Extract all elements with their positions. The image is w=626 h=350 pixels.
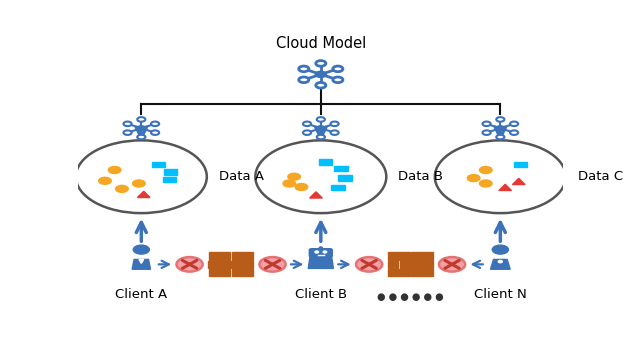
Circle shape — [323, 251, 327, 253]
Polygon shape — [138, 191, 150, 197]
Bar — [422, 261, 433, 268]
Circle shape — [496, 135, 505, 139]
Circle shape — [177, 257, 203, 272]
Circle shape — [116, 186, 128, 192]
Circle shape — [483, 131, 491, 135]
Circle shape — [435, 140, 566, 213]
Circle shape — [510, 131, 518, 135]
Circle shape — [496, 117, 505, 122]
Bar — [163, 177, 177, 182]
Circle shape — [299, 66, 309, 72]
Bar — [232, 252, 254, 260]
Circle shape — [123, 131, 131, 135]
Bar — [400, 261, 421, 268]
Bar — [208, 269, 230, 276]
Circle shape — [331, 121, 339, 126]
Bar — [388, 269, 410, 276]
Circle shape — [468, 175, 480, 182]
Circle shape — [108, 167, 121, 174]
Polygon shape — [139, 259, 144, 263]
Polygon shape — [132, 259, 150, 269]
Circle shape — [133, 245, 150, 254]
Text: Client N: Client N — [474, 288, 526, 301]
Circle shape — [333, 66, 343, 72]
Circle shape — [356, 257, 382, 272]
Circle shape — [317, 135, 325, 139]
Circle shape — [137, 117, 145, 122]
Circle shape — [76, 140, 207, 213]
Circle shape — [299, 77, 309, 83]
Bar — [334, 166, 348, 172]
Text: Data B: Data B — [398, 170, 443, 183]
Circle shape — [317, 117, 325, 122]
Circle shape — [480, 180, 492, 187]
Text: Client A: Client A — [115, 288, 167, 301]
Circle shape — [137, 126, 146, 131]
Polygon shape — [308, 256, 334, 268]
Circle shape — [316, 71, 326, 77]
Text: Data C: Data C — [578, 170, 623, 183]
Circle shape — [510, 121, 518, 126]
Bar — [208, 261, 219, 268]
Circle shape — [259, 257, 285, 272]
Text: Client B: Client B — [295, 288, 347, 301]
Circle shape — [137, 135, 145, 139]
Circle shape — [496, 126, 505, 131]
Text: ● ● ● ● ● ●: ● ● ● ● ● ● — [377, 292, 444, 302]
Bar — [208, 252, 230, 260]
Circle shape — [316, 83, 326, 88]
Circle shape — [151, 131, 159, 135]
Text: Cloud Model: Cloud Model — [275, 36, 366, 51]
Circle shape — [316, 126, 326, 131]
Bar — [163, 169, 177, 175]
Circle shape — [283, 180, 295, 187]
Polygon shape — [310, 192, 322, 198]
Bar — [151, 162, 165, 167]
Circle shape — [480, 167, 492, 174]
FancyBboxPatch shape — [309, 249, 332, 257]
Circle shape — [295, 183, 308, 190]
Bar — [232, 269, 254, 276]
Circle shape — [319, 247, 322, 248]
Bar — [220, 261, 242, 268]
Circle shape — [99, 177, 111, 184]
Circle shape — [315, 251, 319, 253]
Bar — [319, 159, 332, 165]
Circle shape — [333, 77, 343, 83]
Circle shape — [303, 131, 311, 135]
Circle shape — [331, 131, 339, 135]
Bar — [338, 175, 352, 181]
Bar — [243, 261, 254, 268]
Polygon shape — [491, 259, 510, 269]
Circle shape — [255, 140, 386, 213]
Bar — [388, 252, 410, 260]
Circle shape — [439, 257, 465, 272]
Circle shape — [123, 121, 131, 126]
Circle shape — [316, 61, 326, 66]
Bar — [411, 252, 433, 260]
Circle shape — [483, 121, 491, 126]
Polygon shape — [513, 178, 525, 184]
Text: Data A: Data A — [219, 170, 264, 183]
Polygon shape — [499, 184, 511, 190]
Circle shape — [303, 121, 311, 126]
Bar — [387, 261, 398, 268]
Bar — [514, 162, 528, 167]
Circle shape — [151, 121, 159, 126]
Circle shape — [133, 180, 145, 187]
Bar — [411, 269, 433, 276]
Circle shape — [492, 245, 508, 254]
Circle shape — [498, 260, 502, 263]
Bar — [331, 185, 344, 190]
Circle shape — [288, 173, 300, 180]
